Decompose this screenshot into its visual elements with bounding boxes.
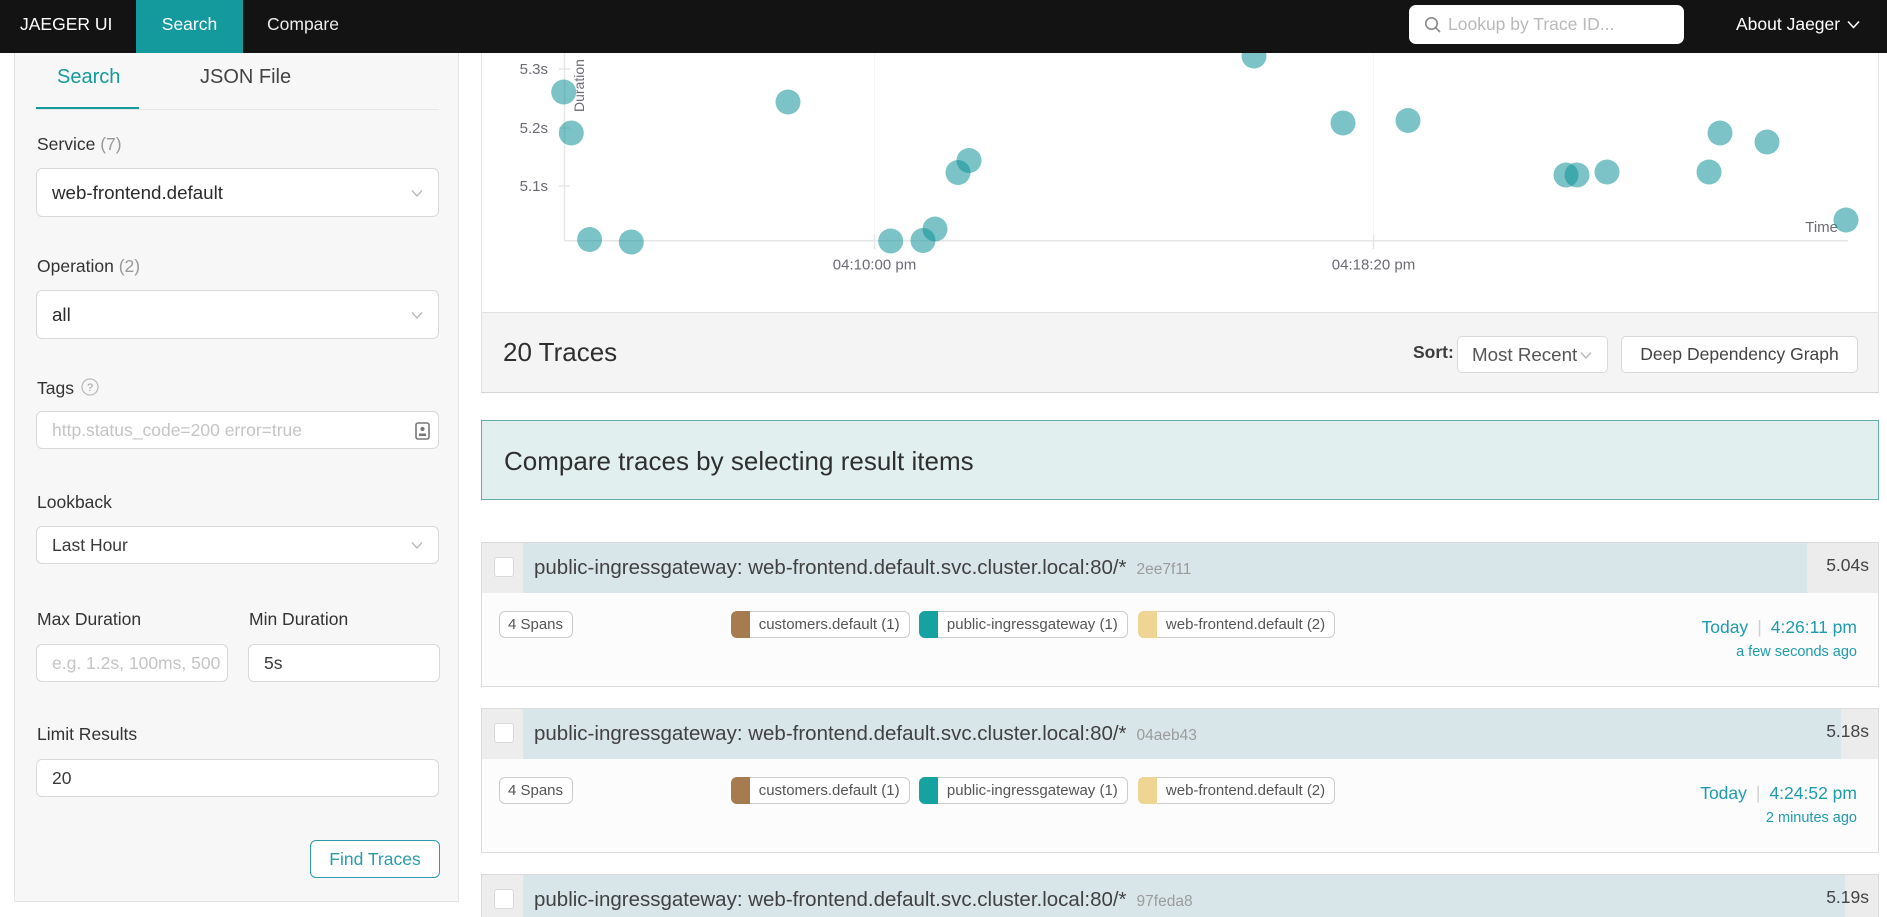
svg-text:Duration: Duration (571, 59, 587, 112)
svg-text:5.2s: 5.2s (520, 120, 548, 137)
svg-text:04:10:00 pm: 04:10:00 pm (833, 257, 916, 274)
svg-text:?: ? (87, 382, 93, 394)
svg-text:Time: Time (1805, 219, 1838, 236)
svg-text:04:18:20 pm: 04:18:20 pm (1332, 257, 1415, 274)
svg-text:5.1s: 5.1s (520, 178, 548, 195)
svg-text:5.3s: 5.3s (520, 61, 548, 78)
